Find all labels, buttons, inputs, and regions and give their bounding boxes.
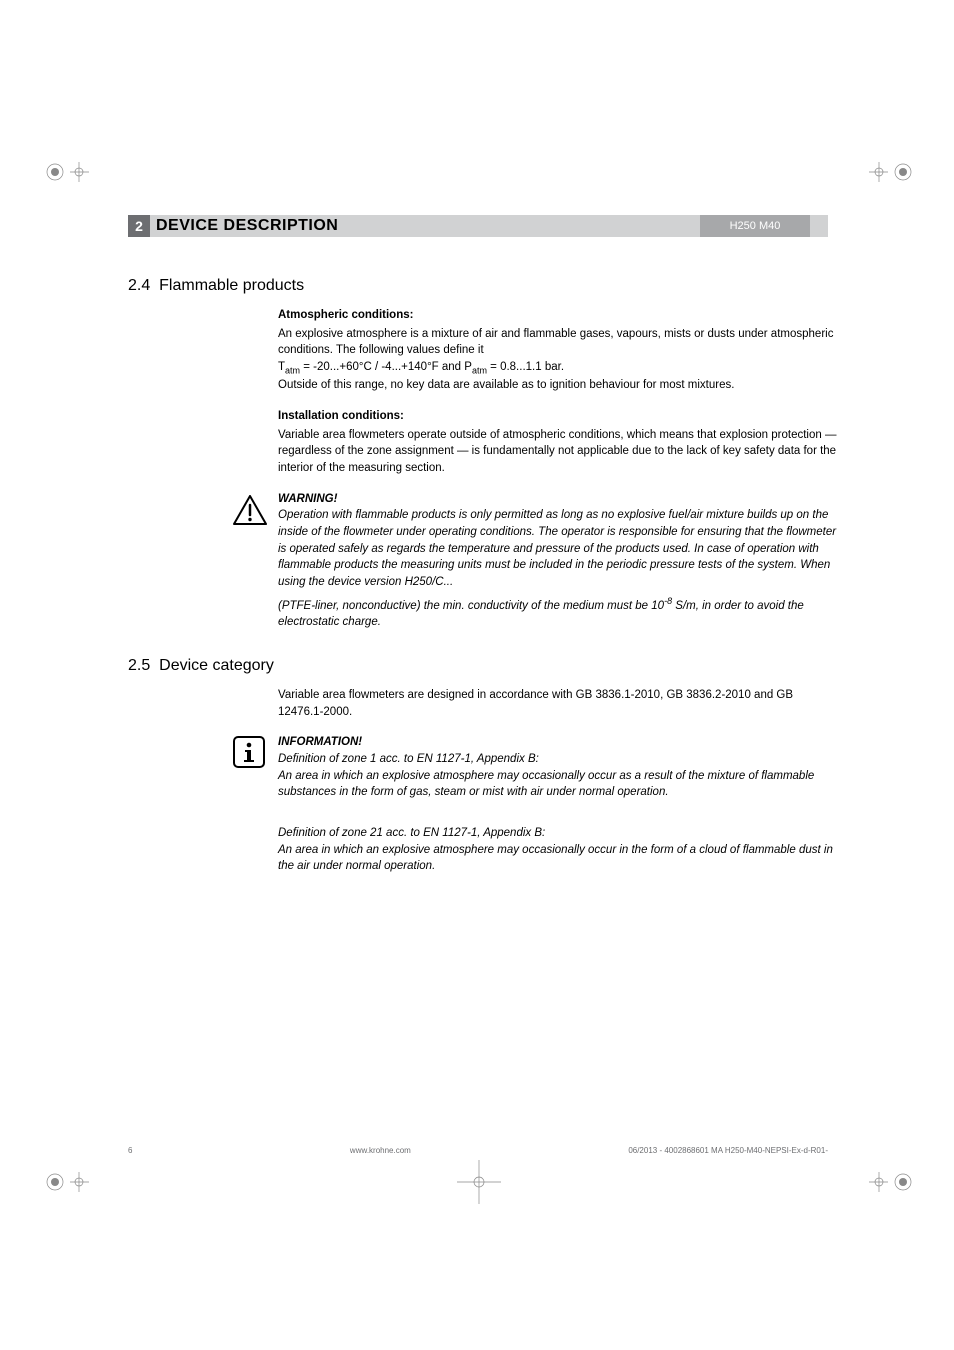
formula-mid: = -20...+60°C / -4...+140°F and P bbox=[300, 361, 472, 373]
footer-doc: 06/2013 - 4002868601 MA H250-M40-NEPSI-E… bbox=[628, 1146, 828, 1155]
section-2-5-title: 2.5 Device category bbox=[128, 657, 828, 675]
product-code: H250 M40 bbox=[700, 215, 810, 237]
formula-sub2: atm bbox=[472, 365, 487, 375]
page-content: 2 DEVICE DESCRIPTION H250 M40 2.4 Flamma… bbox=[128, 215, 828, 895]
formula-pre: T bbox=[278, 361, 285, 373]
section-2-4-name: Flammable products bbox=[159, 277, 304, 294]
formula-sub1: atm bbox=[285, 365, 300, 375]
warning-text-1: Operation with flammable products is onl… bbox=[278, 507, 838, 590]
atmos-head: Atmospheric conditions: bbox=[278, 307, 838, 324]
section-2-5-name: Device category bbox=[159, 657, 274, 674]
warning-text-2: (PTFE-liner, nonconductive) the min. con… bbox=[278, 595, 838, 631]
warn-p2-sup: -8 bbox=[664, 596, 672, 606]
crop-mark-bl bbox=[45, 1160, 85, 1200]
footer-url: www.krohne.com bbox=[350, 1146, 411, 1155]
warn-p2a: (PTFE-liner, nonconductive) the min. con… bbox=[278, 600, 664, 612]
footer-page: 6 bbox=[128, 1146, 132, 1155]
atmospheric-conditions: Atmospheric conditions: An explosive atm… bbox=[278, 307, 838, 394]
chapter-header: 2 DEVICE DESCRIPTION H250 M40 bbox=[128, 215, 828, 237]
section-2-5-intro: Variable area flowmeters are designed in… bbox=[278, 687, 838, 720]
info-zone21-def: Definition of zone 21 acc. to EN 1127-1,… bbox=[278, 825, 838, 842]
chapter-title: DEVICE DESCRIPTION bbox=[150, 215, 700, 237]
info-zone21-text: An area in which an explosive atmosphere… bbox=[278, 842, 838, 875]
install-head: Installation conditions: bbox=[278, 408, 838, 425]
atmos-text-1: An explosive atmosphere is a mixture of … bbox=[278, 326, 838, 359]
section-2-4-title: 2.4 Flammable products bbox=[128, 277, 828, 295]
section-2-4-number: 2.4 bbox=[128, 277, 150, 294]
crop-mark-tr bbox=[869, 150, 909, 190]
formula-post: = 0.8...1.1 bar. bbox=[487, 361, 564, 373]
installation-conditions: Installation conditions: Variable area f… bbox=[278, 408, 838, 477]
header-tail bbox=[810, 215, 828, 237]
warning-head: WARNING! bbox=[278, 491, 838, 508]
warning-icon bbox=[233, 495, 267, 525]
atmos-text-2: Outside of this range, no key data are a… bbox=[278, 377, 838, 394]
section-2-5-number: 2.5 bbox=[128, 657, 150, 674]
page-footer: 6 www.krohne.com 06/2013 - 4002868601 MA… bbox=[128, 1146, 828, 1155]
info-zone1-def: Definition of zone 1 acc. to EN 1127-1, … bbox=[278, 751, 838, 768]
crop-mark-bc bbox=[457, 1160, 497, 1200]
atmos-formula: Tatm = -20...+60°C / -4...+140°F and Pat… bbox=[278, 359, 838, 377]
information-icon bbox=[233, 736, 267, 766]
warning-block: WARNING! Operation with flammable produc… bbox=[128, 491, 828, 631]
info-head: INFORMATION! bbox=[278, 734, 838, 751]
chapter-number: 2 bbox=[128, 215, 150, 237]
crop-mark-br bbox=[869, 1160, 909, 1200]
crop-mark-tl bbox=[45, 150, 85, 190]
info-zone1-text: An area in which an explosive atmosphere… bbox=[278, 768, 838, 801]
install-text: Variable area flowmeters operate outside… bbox=[278, 427, 838, 477]
information-block: INFORMATION! Definition of zone 1 acc. t… bbox=[128, 734, 828, 875]
info-zone21: Definition of zone 21 acc. to EN 1127-1,… bbox=[278, 825, 838, 875]
